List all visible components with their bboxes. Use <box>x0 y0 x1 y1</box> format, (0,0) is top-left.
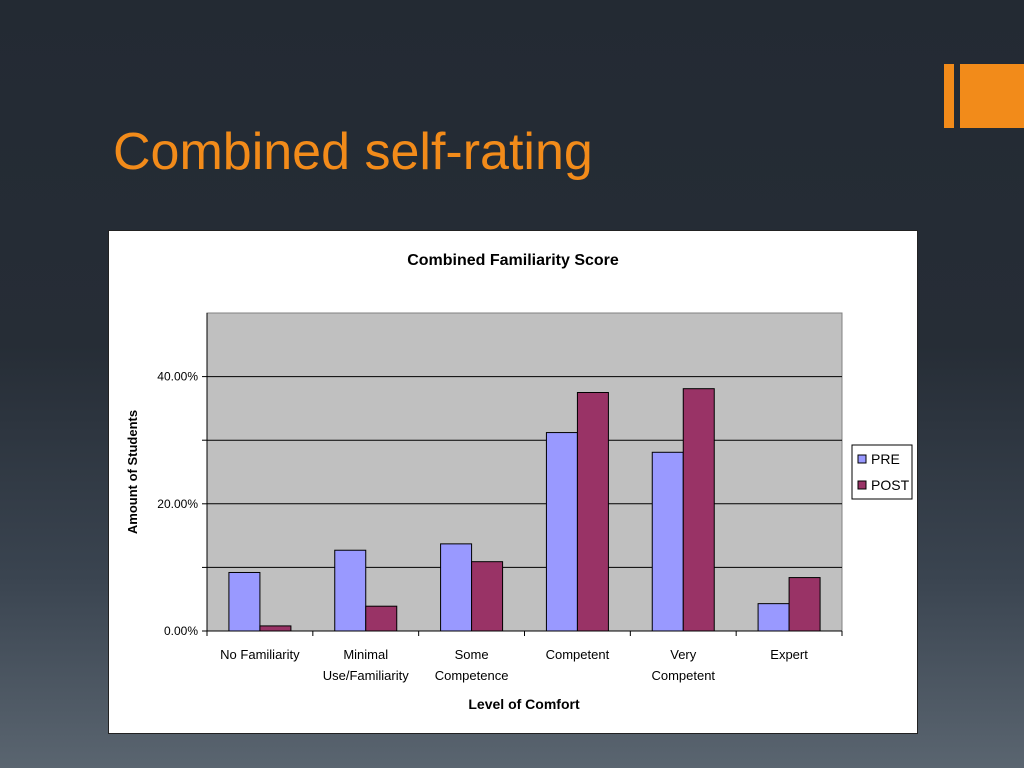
bar-chart: Combined Familiarity Score 0.00% 20.00% 40… <box>125 252 913 712</box>
y-tick-label: 40.00% <box>157 370 198 384</box>
x-tick-label: Very <box>670 647 697 662</box>
x-tick-label: Some <box>455 647 489 662</box>
bar-post <box>682 388 715 632</box>
bar-pre <box>545 432 578 632</box>
legend-swatch-post <box>857 480 867 490</box>
legend: PRE POST <box>851 444 913 500</box>
x-tick-label: Competence <box>435 668 509 683</box>
bar-post <box>576 392 609 632</box>
bar-pre <box>757 603 790 632</box>
accent-bar-thin <box>944 64 954 128</box>
y-tick-label: 0.00% <box>164 624 198 638</box>
accent-bar-block <box>960 64 1024 128</box>
y-tick-labels: 0.00% 20.00% 40.00% <box>157 370 198 638</box>
legend-label-post: POST <box>871 477 910 493</box>
x-tick-labels: No Familiarity Minimal Use/Familiarity Some… <box>220 647 808 683</box>
legend-box <box>851 444 913 500</box>
bar-post <box>471 561 504 632</box>
x-tick-label: Competent <box>546 647 610 662</box>
bar-pre <box>228 571 261 632</box>
axes <box>202 313 843 636</box>
x-axis-label: Level of Comfort <box>468 696 580 712</box>
bars <box>228 388 821 632</box>
bar-post <box>259 625 292 632</box>
x-tick-label: Competent <box>651 668 715 683</box>
bar-post <box>788 577 821 632</box>
y-tick-label: 20.00% <box>157 497 198 511</box>
chart-title: Combined Familiarity Score <box>407 252 619 269</box>
x-tick-label: Use/Familiarity <box>323 668 409 683</box>
x-tick-label: Minimal <box>343 647 388 662</box>
legend-label-pre: PRE <box>871 451 900 467</box>
x-tick-label: No Familiarity <box>220 647 300 662</box>
bar-post <box>365 605 398 632</box>
y-axis-label: Amount of Students <box>125 410 140 534</box>
bar-pre <box>651 451 684 632</box>
plot-area <box>206 312 843 632</box>
slide-title: Combined self-rating <box>113 123 593 181</box>
gridlines <box>207 376 842 568</box>
bar-pre <box>334 549 367 632</box>
chart-panel: Combined Familiarity Score 0.00% 20.00% 40… <box>108 230 918 734</box>
x-tick-label: Expert <box>770 647 808 662</box>
legend-swatch-pre <box>857 454 867 464</box>
bar-pre <box>440 543 473 632</box>
